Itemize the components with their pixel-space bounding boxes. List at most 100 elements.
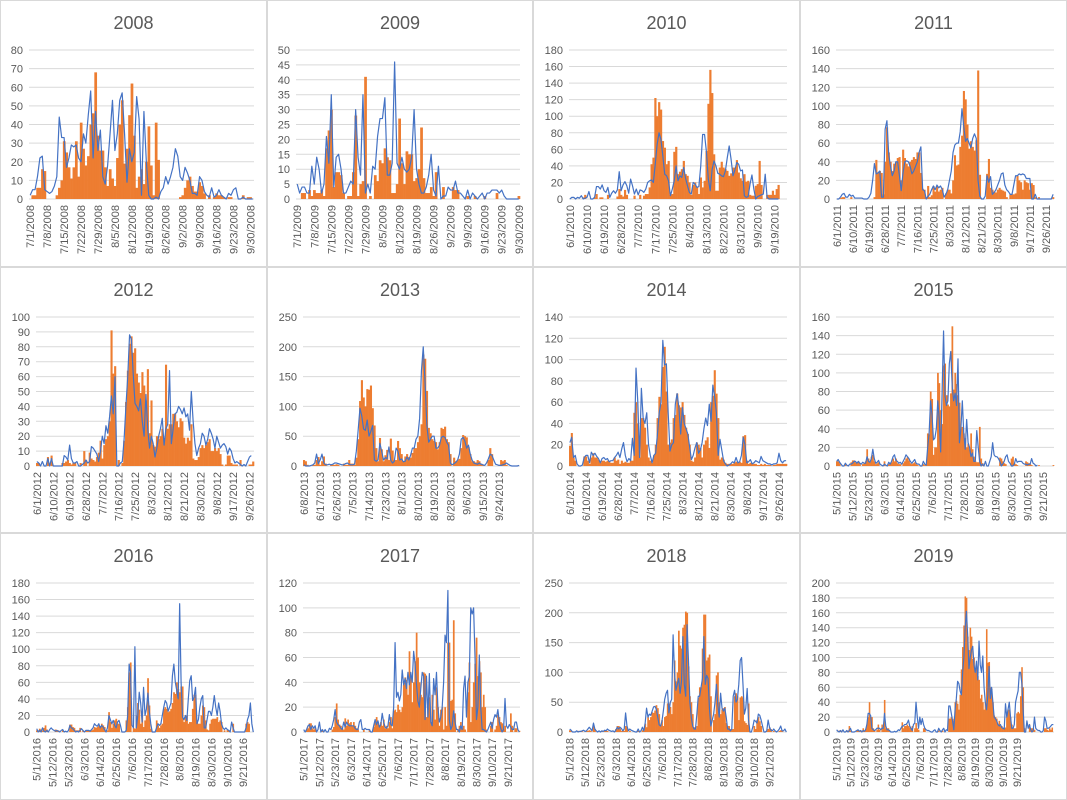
bar [387, 460, 391, 466]
bar [713, 154, 716, 199]
x-tick-label: 8/3/2011 [945, 205, 957, 247]
bar [689, 696, 691, 732]
y-tick-label: 100 [545, 667, 563, 679]
bar [705, 660, 708, 732]
bar-series [303, 354, 519, 466]
bar [1046, 729, 1048, 732]
bar [605, 730, 608, 732]
bar [754, 463, 757, 466]
bar [695, 442, 698, 466]
bar [886, 127, 889, 199]
bar [620, 730, 623, 732]
bar [142, 727, 145, 732]
x-tick-label: 7/29/2008 [93, 205, 105, 254]
bar [400, 163, 404, 199]
bar [949, 718, 951, 732]
x-tick-label: 6/3/2019 [873, 738, 885, 781]
bar [919, 172, 923, 199]
line-series [569, 624, 787, 733]
bar [1015, 464, 1017, 466]
bar [964, 99, 967, 199]
bar [737, 172, 740, 199]
bar [130, 336, 133, 466]
y-tick-label: 120 [279, 578, 297, 590]
y-tick-label: 10 [11, 175, 23, 187]
bar [927, 185, 930, 199]
y-tick-label: 20 [18, 710, 30, 722]
bar [948, 718, 950, 732]
bar [970, 141, 973, 199]
bar [732, 167, 735, 199]
y-tick-label: 5 [284, 179, 290, 191]
x-tick-label: 8/12/2011 [961, 205, 973, 253]
x-tick-label: 8/5/2008 [110, 205, 122, 248]
bar [965, 597, 968, 732]
bar [228, 455, 231, 466]
bar [155, 436, 159, 466]
bar [1003, 728, 1006, 732]
x-tick-label: 8/26/2008 [161, 205, 173, 254]
y-tick-label: 0 [17, 194, 23, 206]
chart-title: 2016 [113, 546, 153, 566]
bar [950, 193, 953, 199]
bar [85, 730, 87, 732]
bar [405, 151, 409, 199]
line-series [569, 339, 787, 467]
bar [893, 163, 896, 199]
bar [901, 722, 904, 732]
bar [436, 449, 439, 466]
bar [197, 723, 200, 732]
bar [374, 722, 377, 732]
bar [978, 426, 981, 466]
bar [99, 150, 102, 199]
chart-svg-2015: 2015 0 20 40 60 80 100 120 140 160 5/1/2015 5/12/20… [812, 280, 1055, 521]
bar [633, 195, 636, 199]
bar [425, 717, 428, 732]
bar [948, 189, 951, 199]
y-tick-label: 60 [818, 682, 830, 694]
bar [132, 352, 135, 466]
bar [337, 464, 340, 466]
bar [651, 712, 654, 732]
bar [896, 463, 899, 466]
bar [1008, 709, 1011, 732]
bar [355, 457, 358, 466]
bar [624, 461, 627, 466]
bar-series [300, 76, 521, 199]
bar [983, 709, 985, 732]
bar [739, 697, 742, 732]
bar [651, 462, 654, 466]
bar [916, 152, 919, 199]
bar [312, 729, 315, 732]
x-tick-label: 9/21/2017 [503, 738, 515, 787]
bar [200, 185, 204, 199]
x-tick-label: 8/12/2009 [395, 205, 407, 254]
bar [165, 708, 168, 732]
bar [587, 730, 589, 732]
y-tick-label: 60 [18, 372, 30, 384]
x-tick-label: 9/26/2012 [245, 472, 257, 521]
x-tick-label: 8/28/2013 [445, 472, 457, 521]
chart-panel-2017: 2017 0 20 40 60 80 100 120 5/1/2017 5/12/2017 5/23… [267, 533, 533, 800]
x-tick-label: 8/19/2017 [456, 738, 468, 787]
bar [662, 726, 665, 732]
bar [761, 464, 765, 466]
bar [654, 444, 657, 466]
bar [606, 460, 609, 466]
bar [221, 464, 224, 466]
x-tick-label: 5/1/2017 [299, 738, 311, 781]
bar [660, 404, 663, 466]
bar [590, 457, 593, 466]
line-series [836, 108, 1054, 200]
bar [354, 115, 358, 199]
bar [773, 730, 775, 732]
y-tick-label: 20 [551, 440, 563, 452]
bar [685, 427, 688, 466]
bar [220, 195, 223, 199]
bar [602, 460, 606, 466]
bar [410, 676, 412, 732]
x-tick-label: 8/8/2017 [440, 738, 452, 781]
x-tick-label: 6/10/2011 [848, 205, 860, 253]
bar [1026, 462, 1029, 466]
bar [215, 193, 219, 199]
